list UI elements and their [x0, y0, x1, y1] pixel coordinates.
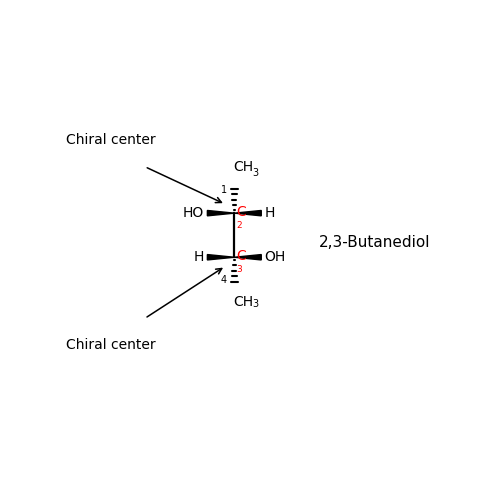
Text: CH: CH	[233, 160, 253, 174]
Text: 3: 3	[252, 169, 258, 178]
Text: 4: 4	[220, 275, 226, 285]
Text: C: C	[236, 249, 246, 263]
Text: CH: CH	[233, 295, 253, 309]
Text: 2,3-Butanediol: 2,3-Butanediol	[319, 235, 430, 250]
Text: Chiral center: Chiral center	[66, 339, 155, 352]
Text: H: H	[194, 250, 204, 264]
Text: OH: OH	[264, 250, 286, 264]
Polygon shape	[208, 211, 234, 216]
Text: 3: 3	[236, 265, 242, 274]
Polygon shape	[208, 255, 234, 260]
Text: 1: 1	[220, 185, 226, 195]
Text: H: H	[264, 206, 275, 220]
Polygon shape	[234, 255, 262, 260]
Text: C: C	[236, 205, 246, 219]
Text: 3: 3	[252, 299, 258, 309]
Polygon shape	[234, 211, 262, 216]
Text: HO: HO	[182, 206, 204, 220]
Text: Chiral center: Chiral center	[66, 133, 155, 147]
Text: 2: 2	[236, 221, 242, 230]
